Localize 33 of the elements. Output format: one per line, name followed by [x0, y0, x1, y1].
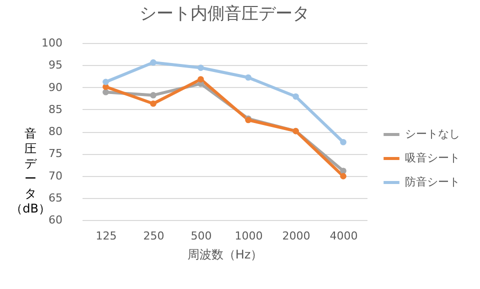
y-tick-label: 90	[48, 80, 62, 94]
point	[198, 64, 204, 71]
x-tick-label: 250	[143, 230, 164, 242]
point	[102, 78, 109, 86]
y-tick-label: 75	[48, 147, 62, 160]
point	[292, 93, 299, 100]
chart-title: シート内側音圧データ	[140, 4, 310, 24]
x-tick-label: 2000	[282, 230, 310, 242]
point	[150, 59, 156, 66]
legend-label: 防音シート	[405, 176, 460, 188]
y-tick-label: 65	[48, 191, 62, 204]
point	[340, 173, 346, 180]
y-tick-label: 80	[48, 125, 62, 138]
point	[102, 88, 109, 96]
point	[340, 168, 346, 174]
x-axis-title: 周波数（Hz）	[187, 248, 263, 262]
x-tick-label: 1000	[234, 230, 263, 242]
point	[245, 74, 252, 81]
legend-label: シートなし	[405, 128, 460, 140]
y-tick-label: 95	[48, 58, 62, 72]
point	[198, 76, 204, 82]
point	[150, 92, 156, 98]
legend-label: 吸音シート	[405, 152, 460, 164]
y-tick-label: 100	[42, 36, 62, 50]
y-axis-title: 音圧データ（dB）	[10, 126, 50, 216]
x-tick-label: 500	[190, 230, 212, 242]
y-tick-label: 85	[48, 102, 62, 116]
y-tick-label: 70	[48, 169, 62, 182]
point	[340, 138, 346, 146]
point	[150, 100, 156, 107]
x-tick-label: 4000	[330, 230, 358, 242]
x-tick-label: 125	[96, 230, 117, 242]
y-tick-label: 60	[48, 214, 62, 226]
